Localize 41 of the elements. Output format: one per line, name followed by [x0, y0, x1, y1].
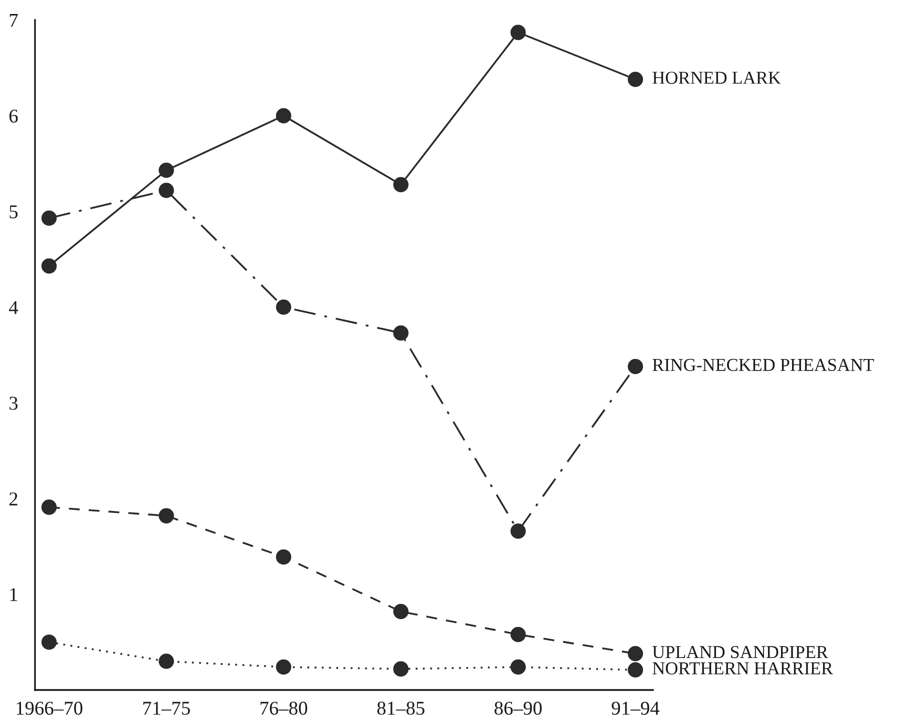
point	[628, 358, 644, 374]
point	[276, 108, 292, 124]
point	[158, 182, 174, 198]
point	[158, 162, 174, 178]
y-tick-label: 2	[9, 492, 18, 506]
x-tick-label: 71–75	[143, 702, 190, 715]
point	[276, 659, 292, 675]
x-tick-label: 86–90	[494, 702, 542, 715]
x-tick-label: 91–94	[612, 702, 660, 715]
series-label: NORTHERN HARRIER	[652, 662, 834, 674]
y-tick-label: 5	[10, 205, 18, 218]
point	[510, 523, 526, 539]
y-tick-label: 3	[10, 396, 18, 410]
point	[510, 24, 526, 40]
y-tick-label: 6	[9, 110, 18, 123]
series-label: HORNED LARK	[652, 72, 781, 84]
point	[510, 626, 526, 642]
point	[628, 662, 644, 678]
point	[276, 549, 292, 565]
point	[41, 500, 57, 515]
x-tick-label: 1966–70	[16, 702, 82, 715]
point	[276, 300, 292, 315]
y-tick-label: 7	[10, 14, 18, 27]
y-tick-label: 4	[8, 301, 18, 314]
point	[41, 210, 57, 226]
point	[510, 659, 526, 675]
point	[393, 661, 409, 677]
y-tick-label: 1	[10, 588, 18, 602]
series-label: RING-NECKED PHEASANT	[652, 358, 874, 372]
point	[158, 654, 174, 669]
point	[628, 646, 644, 662]
point	[628, 72, 644, 87]
point	[393, 604, 409, 620]
point	[158, 508, 174, 524]
x-tick-label: 76–80	[260, 702, 308, 715]
series-label: UPLAND SANDPIPER	[652, 646, 828, 658]
x-tick-label: 81–85	[377, 702, 424, 715]
point	[41, 634, 57, 650]
point	[393, 325, 409, 341]
point	[393, 176, 409, 192]
point	[41, 258, 57, 274]
